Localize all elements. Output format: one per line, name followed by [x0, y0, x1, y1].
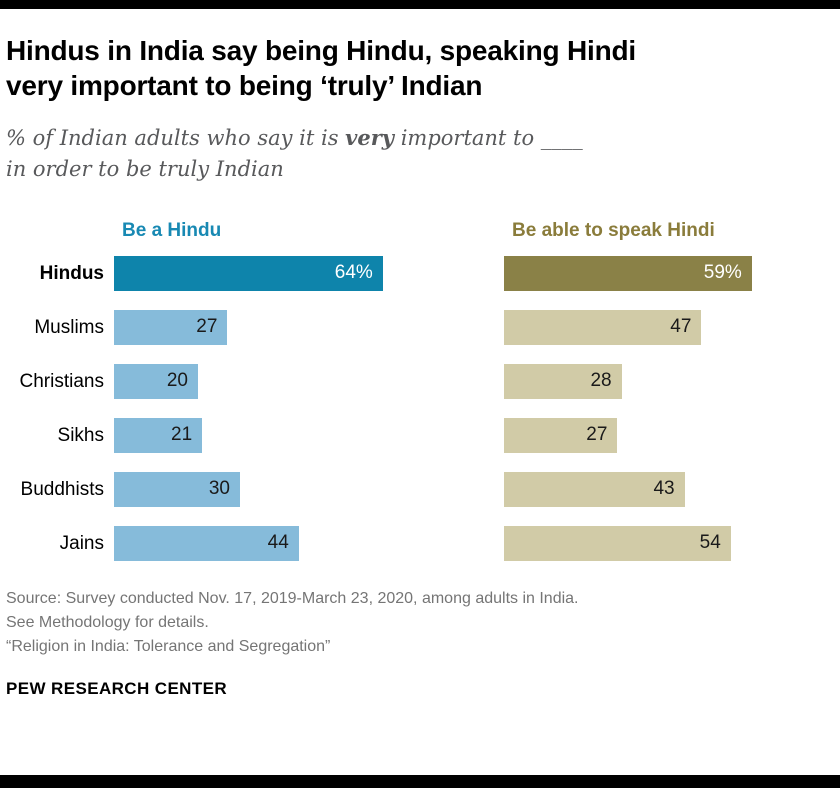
- chart-row: Hindus 64% 59%: [6, 255, 834, 291]
- chart-rows: Hindus 64% 59% Muslims 27 47 Christians 20 28 Sik…: [6, 255, 834, 561]
- value-label: 43: [653, 478, 675, 500]
- subtitle-text-cont: important to ____: [394, 125, 583, 150]
- source-note: Source: Survey conducted Nov. 17, 2019-M…: [6, 587, 834, 660]
- be-a-hindu-bar: 27: [114, 309, 228, 345]
- chart-row: Jains 44 54: [6, 525, 834, 561]
- value-label: 28: [590, 370, 612, 392]
- subtitle-line2: in order to be truly Indian: [6, 157, 284, 182]
- right-column-header: Be able to speak Hindi: [512, 219, 715, 241]
- source-line-1: Source: Survey conducted Nov. 17, 2019-M…: [6, 589, 579, 607]
- bottom-rule: [0, 775, 840, 788]
- be-a-hindu-bar-panel: 20: [114, 363, 504, 399]
- chart-row: Christians 20 28: [6, 363, 834, 399]
- speak-hindi-bar-panel: 27: [504, 417, 834, 453]
- speak-hindi-bar-panel: 43: [504, 471, 834, 507]
- be-a-hindu-bar: 64%: [114, 255, 383, 291]
- be-a-hindu-bar-panel: 27: [114, 309, 504, 345]
- column-headers: Be a Hindu Be able to speak Hindi: [6, 220, 834, 242]
- source-line-2: See Methodology for details.: [6, 613, 209, 631]
- value-label: 54: [699, 532, 721, 554]
- left-column-header: Be a Hindu: [122, 219, 222, 241]
- value-label: 44: [267, 532, 289, 554]
- category-label: Christians: [19, 370, 104, 392]
- chart-row: Sikhs 21 27: [6, 417, 834, 453]
- category-label: Hindus: [39, 262, 104, 284]
- right-header-panel: Be able to speak Hindi: [504, 220, 834, 242]
- category-label: Sikhs: [57, 424, 104, 446]
- left-header-panel: Be a Hindu: [114, 220, 504, 242]
- be-a-hindu-bar: 30: [114, 471, 240, 507]
- value-label: 20: [166, 370, 188, 392]
- chart-row: Buddhists 30 43: [6, 471, 834, 507]
- value-label: 47: [670, 316, 692, 338]
- subtitle-text: % of Indian adults who say it is: [6, 125, 346, 150]
- speak-hindi-bar: 54: [504, 525, 731, 561]
- be-a-hindu-bar-panel: 21: [114, 417, 504, 453]
- chart-row: Muslims 27 47: [6, 309, 834, 345]
- report-title-line: “Religion in India: Tolerance and Segreg…: [6, 638, 331, 656]
- chart-title: Hindus in India say being Hindu, speakin…: [6, 33, 834, 104]
- speak-hindi-bar-panel: 47: [504, 309, 834, 345]
- be-a-hindu-bar: 21: [114, 417, 203, 453]
- chart-title-line2: very important to being ‘truly’ Indian: [6, 70, 483, 102]
- be-a-hindu-bar-panel: 30: [114, 471, 504, 507]
- category-label: Jains: [59, 532, 104, 554]
- speak-hindi-bar: 59%: [504, 255, 752, 291]
- header-label-spacer: [6, 220, 114, 242]
- speak-hindi-bar: 28: [504, 363, 622, 399]
- value-label: 30: [208, 478, 230, 500]
- be-a-hindu-bar: 44: [114, 525, 299, 561]
- value-label: 21: [171, 424, 193, 446]
- top-rule: [0, 0, 840, 9]
- chart-title-line1: Hindus in India say being Hindu, speakin…: [6, 35, 636, 66]
- category-label: Muslims: [34, 316, 104, 338]
- value-label: 64%: [334, 262, 373, 284]
- speak-hindi-bar: 43: [504, 471, 685, 507]
- value-label: 27: [586, 424, 608, 446]
- subtitle-bold-word: very: [345, 124, 395, 150]
- category-label: Buddhists: [20, 478, 104, 500]
- speak-hindi-bar-panel: 28: [504, 363, 834, 399]
- speak-hindi-bar-panel: 59%: [504, 255, 834, 291]
- chart-card: Hindus in India say being Hindu, speakin…: [0, 33, 840, 699]
- be-a-hindu-bar-panel: 64%: [114, 255, 504, 291]
- chart-subtitle: % of Indian adults who say it is very im…: [6, 122, 834, 186]
- speak-hindi-bar: 47: [504, 309, 702, 345]
- be-a-hindu-bar: 20: [114, 363, 198, 399]
- speak-hindi-bar: 27: [504, 417, 618, 453]
- value-label: 27: [196, 316, 218, 338]
- be-a-hindu-bar-panel: 44: [114, 525, 504, 561]
- value-label: 59%: [703, 262, 742, 284]
- pew-research-center-wordmark: PEW RESEARCH CENTER: [6, 679, 228, 699]
- speak-hindi-bar-panel: 54: [504, 525, 834, 561]
